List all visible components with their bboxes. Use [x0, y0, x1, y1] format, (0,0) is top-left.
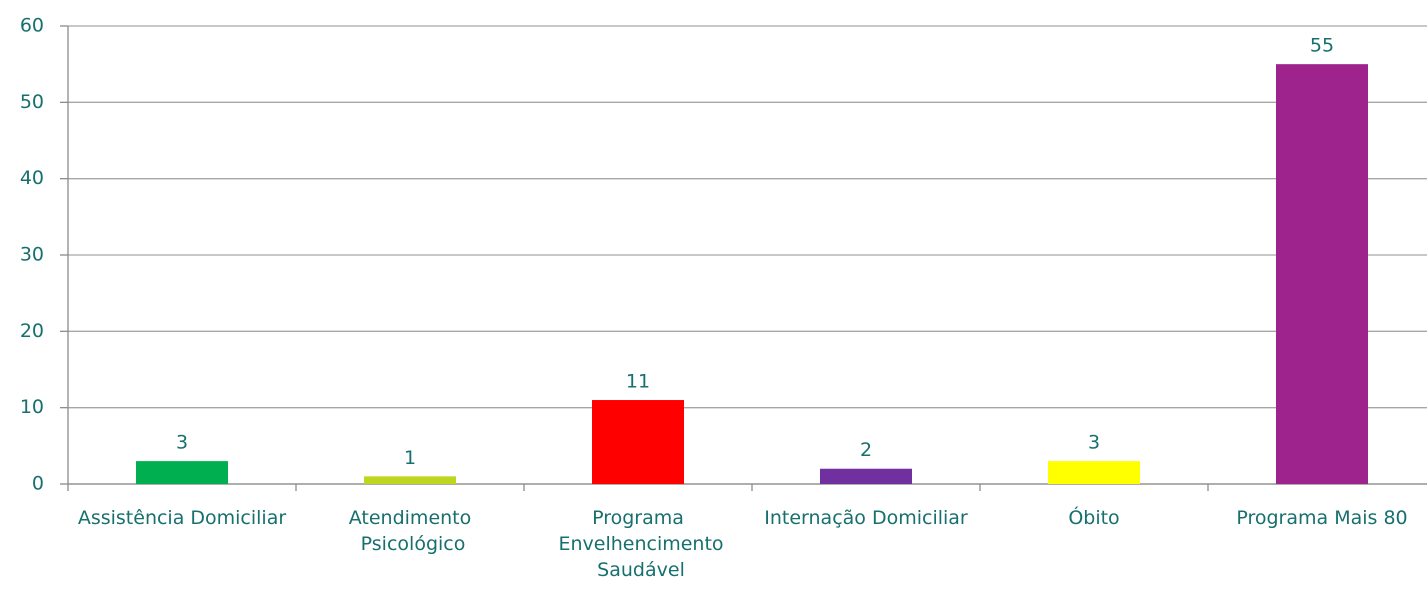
x-tick-label: Óbito — [1068, 505, 1119, 529]
data-label: 2 — [860, 439, 872, 461]
bar — [136, 461, 228, 484]
y-tick-label: 60 — [20, 15, 44, 37]
y-tick-label: 20 — [20, 320, 44, 342]
bar — [592, 400, 684, 484]
bar — [820, 468, 912, 484]
data-label: 55 — [1310, 35, 1334, 57]
y-tick-label: 30 — [20, 244, 44, 266]
bar — [364, 476, 456, 484]
data-label: 1 — [404, 447, 416, 469]
x-tick-label: Programa Envelhencimento Saudável — [552, 507, 723, 581]
x-tick-label: Atendimento Psicológico — [349, 507, 472, 555]
bar — [1276, 64, 1368, 485]
y-tick-label: 0 — [32, 473, 44, 495]
x-tick-label: Assistência Domiciliar — [78, 507, 287, 529]
bar — [1048, 461, 1140, 484]
x-tick-label: Internação Domiciliar — [764, 507, 968, 529]
y-tick-label: 10 — [20, 396, 44, 418]
y-tick-label: 40 — [20, 167, 44, 189]
data-label: 3 — [1088, 432, 1100, 454]
y-tick-label: 50 — [20, 91, 44, 113]
data-label: 11 — [626, 371, 650, 393]
x-tick-label: Programa Mais 80 — [1236, 507, 1407, 529]
data-label: 3 — [176, 432, 188, 454]
